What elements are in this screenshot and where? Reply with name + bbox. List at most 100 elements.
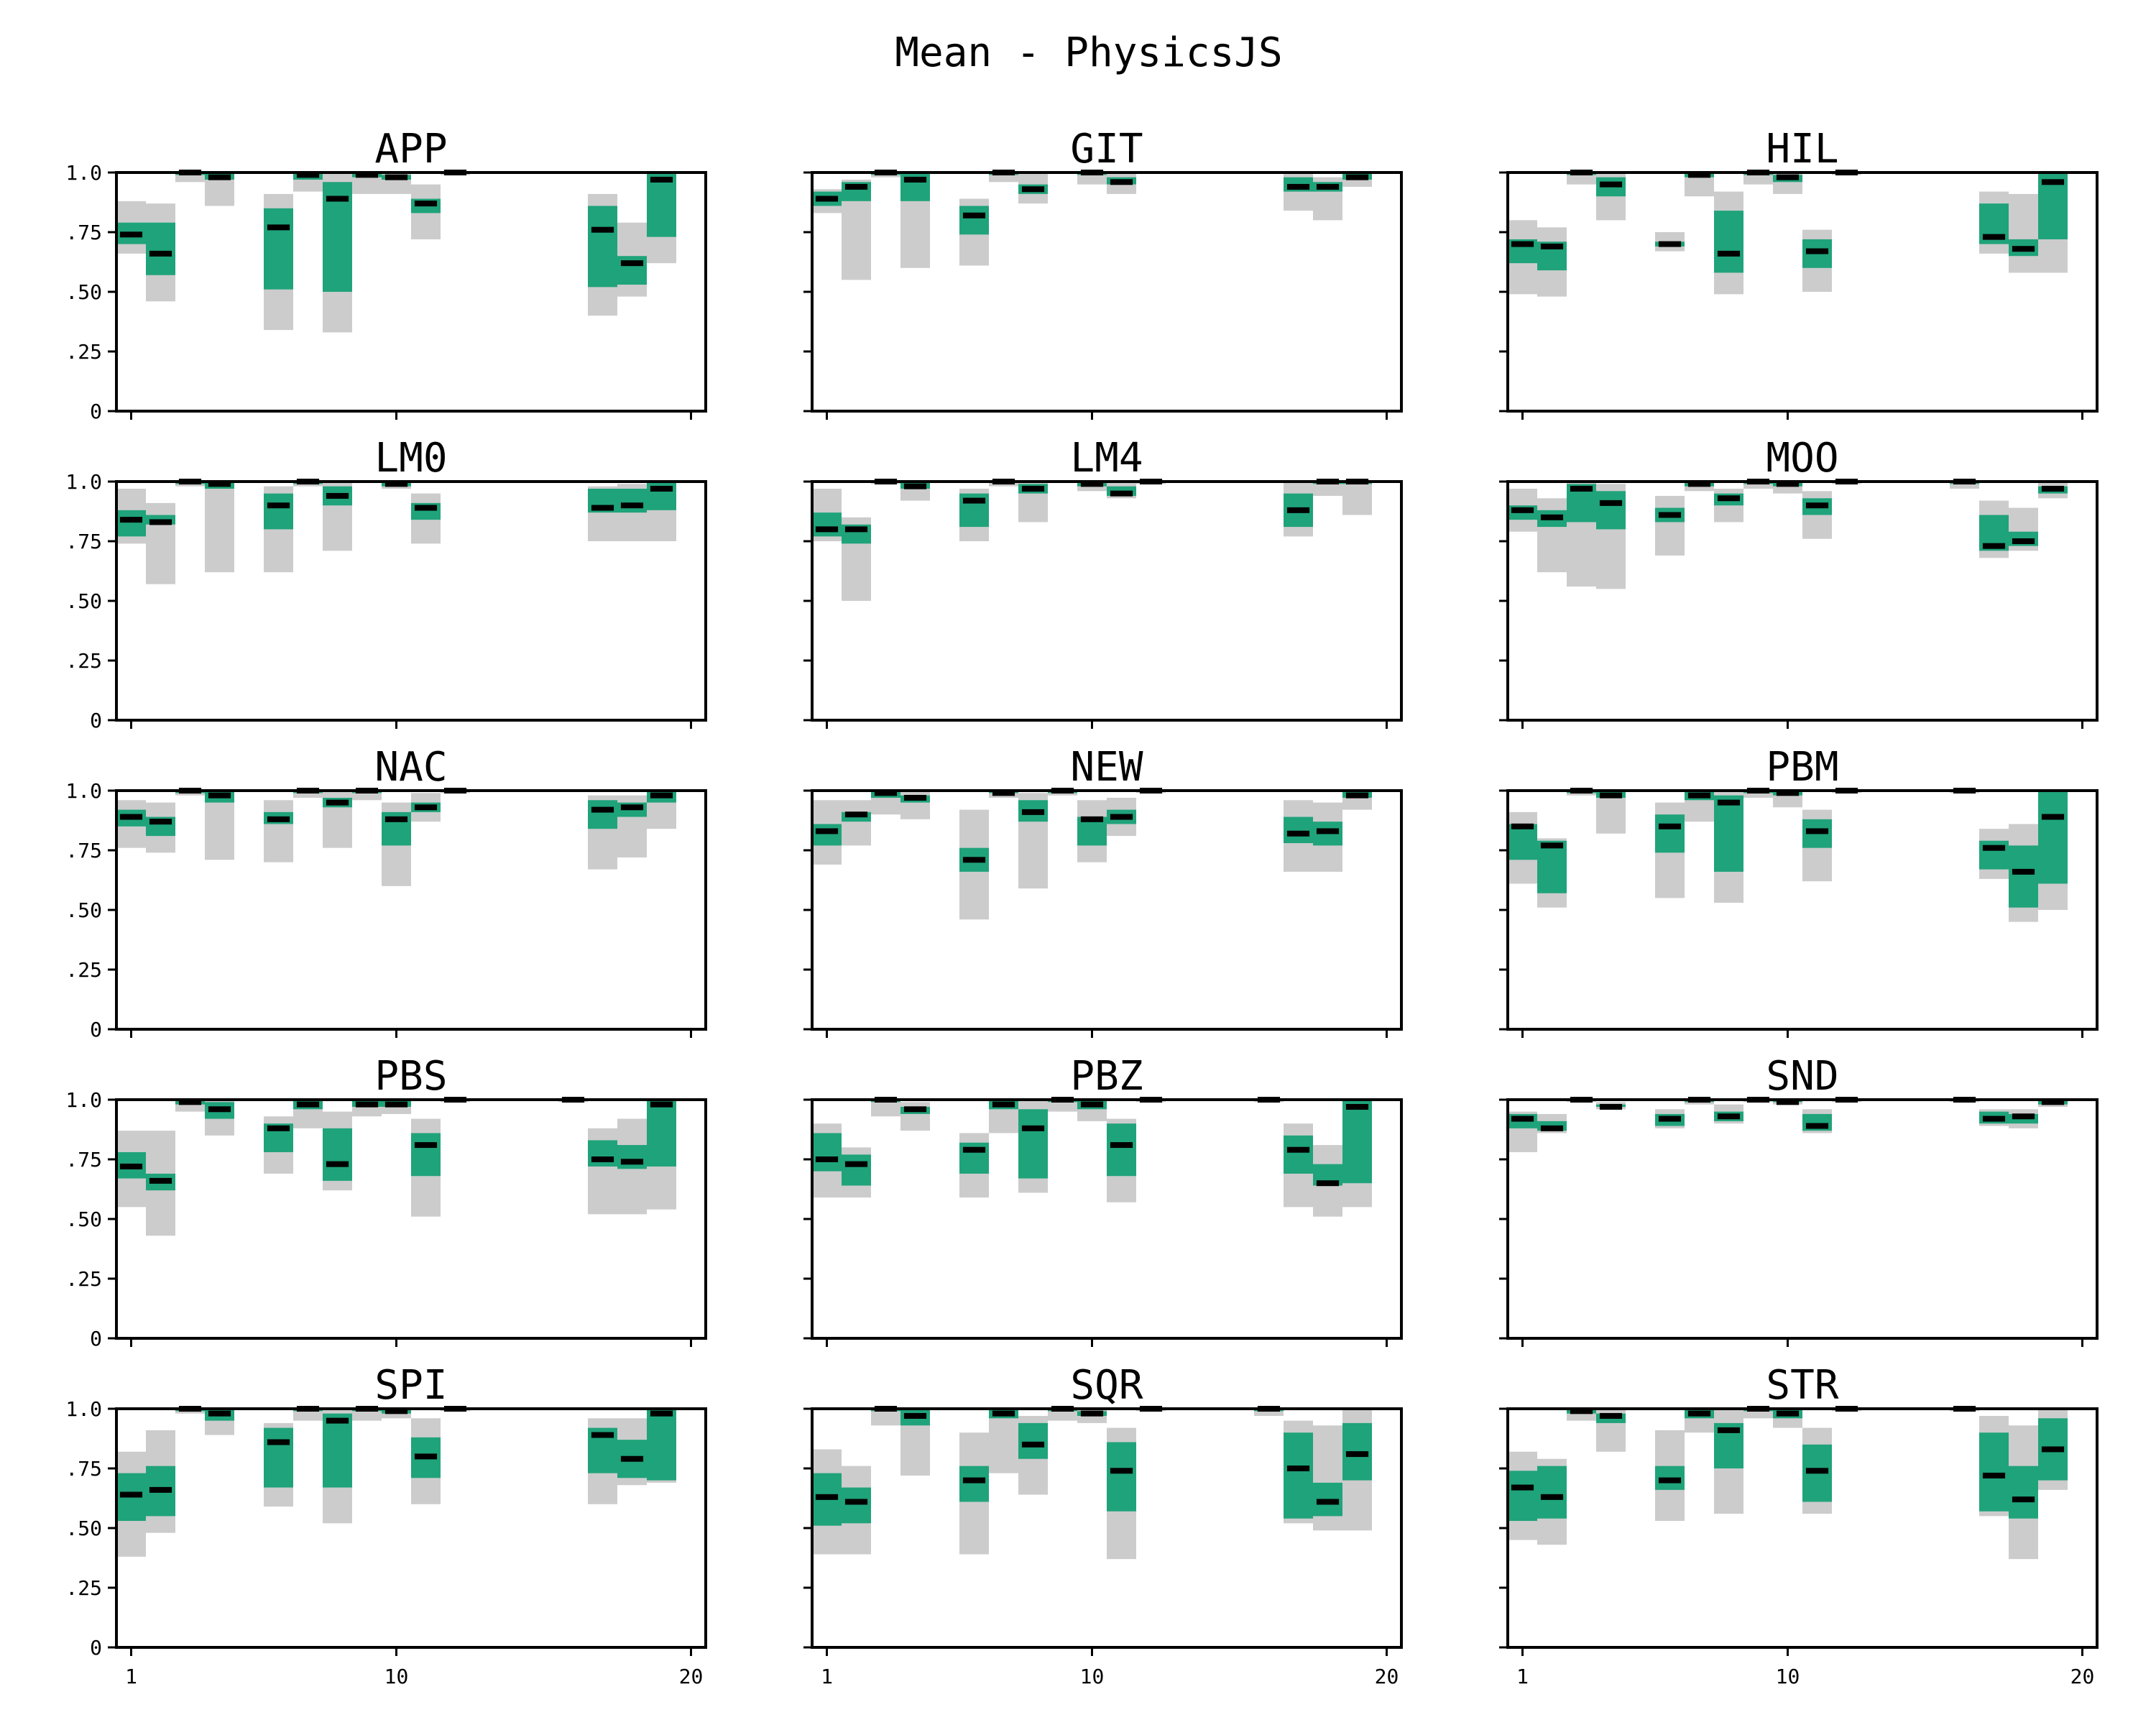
bar-group — [1802, 1427, 1832, 1514]
panel-new: NEW — [803, 744, 1403, 1038]
median-marker — [1776, 174, 1800, 180]
median-marker — [903, 176, 927, 183]
bar-group — [2038, 482, 2068, 499]
median-marker — [1080, 816, 1104, 822]
bar-group — [812, 189, 842, 213]
y-tick-label: 1.0 — [65, 1088, 102, 1112]
median-marker — [384, 174, 408, 180]
bar-group — [900, 1409, 930, 1476]
bar-group — [1107, 1427, 1136, 1560]
bar-group — [1107, 1118, 1136, 1202]
bar-group — [1979, 829, 2009, 879]
bar-group — [411, 493, 441, 544]
median-marker — [1658, 512, 1682, 518]
interquartile-bar — [1979, 1432, 2009, 1512]
median-marker — [1805, 1468, 1829, 1474]
y-tick-label: .25 — [65, 649, 102, 673]
bar-group — [812, 488, 842, 541]
median-marker — [1982, 1472, 2006, 1478]
median-marker — [1080, 481, 1104, 487]
median-marker — [384, 816, 408, 822]
x-tick-label: 10 — [384, 1665, 409, 1688]
panel-title: LM0 — [374, 435, 447, 482]
median-marker — [2012, 246, 2035, 252]
median-marker — [1540, 514, 1564, 520]
bar-group — [1655, 1109, 1685, 1128]
range-bar — [1254, 1409, 1284, 1416]
median-marker — [962, 1477, 986, 1484]
median-marker — [992, 1410, 1015, 1417]
median-marker — [620, 1455, 644, 1462]
panel-app: APP 0 .25 .50 .75 1.0 — [65, 126, 707, 423]
panel-title: PBZ — [1070, 1053, 1143, 1100]
median-marker — [591, 505, 614, 511]
panel-nac: NAC 0 .25 .50 .75 1.0 — [65, 744, 707, 1041]
panel-title: APP — [374, 126, 447, 172]
bar-group — [1107, 797, 1136, 837]
interquartile-bar — [617, 1145, 647, 1169]
median-marker — [119, 231, 143, 238]
interquartile-bar — [842, 1487, 871, 1524]
bar-group — [1537, 1458, 1567, 1545]
range-bar — [1077, 172, 1107, 185]
range-bar — [264, 800, 293, 862]
median-marker — [149, 250, 172, 257]
bar-group — [205, 1409, 234, 1435]
bar-group — [1802, 229, 1832, 292]
panel-moo: MOO — [1499, 435, 2099, 729]
bar-group — [647, 791, 676, 829]
bar-group — [323, 1409, 352, 1524]
bar-group — [647, 482, 676, 541]
median-marker — [1717, 250, 1741, 257]
bar-group — [647, 1100, 676, 1210]
median-marker — [650, 1410, 673, 1417]
bar-group — [1537, 227, 1567, 297]
y-tick-label: .75 — [65, 1148, 102, 1172]
bar-group — [2009, 1425, 2038, 1560]
median-marker — [1540, 1494, 1564, 1500]
median-marker — [591, 1156, 614, 1162]
interquartile-bar — [2009, 845, 2038, 908]
bar-group — [146, 1430, 175, 1533]
bar-group — [2009, 1109, 2038, 1128]
median-marker — [1511, 507, 1534, 513]
median-marker — [2012, 1496, 2035, 1503]
median-marker — [1345, 1103, 1369, 1110]
range-bar — [871, 1409, 900, 1426]
panel-title: SND — [1766, 1053, 1838, 1100]
bar-group — [1596, 172, 1626, 221]
median-marker — [903, 1412, 927, 1419]
interquartile-bar — [588, 800, 617, 829]
range-bar — [1342, 482, 1372, 515]
interquartile-bar — [647, 1100, 676, 1167]
x-tick-label: 1 — [821, 1665, 833, 1688]
interquartile-bar — [588, 1140, 617, 1167]
figure-title: Mean - PhysicsJS — [895, 29, 1282, 76]
median-marker — [2041, 485, 2065, 492]
interquartile-bar — [959, 206, 989, 235]
median-marker — [650, 176, 673, 183]
median-marker — [591, 226, 614, 233]
bar-group — [1342, 791, 1372, 810]
interquartile-bar — [647, 172, 676, 237]
median-marker — [1021, 1125, 1045, 1131]
bar-group — [1773, 172, 1802, 194]
median-marker — [1599, 500, 1623, 506]
bar-group — [871, 790, 900, 815]
bar-group — [1979, 500, 2009, 558]
panel-title: SQR — [1070, 1362, 1143, 1409]
y-tick-label: 1.0 — [65, 779, 102, 803]
bar-group — [352, 1100, 382, 1117]
bar-group — [588, 486, 617, 541]
bar-group — [1342, 172, 1372, 187]
median-marker — [384, 1408, 408, 1414]
median-marker — [1687, 172, 1711, 178]
interquartile-bar — [1284, 816, 1313, 844]
bar-group — [264, 193, 293, 331]
median-marker — [844, 526, 868, 533]
y-tick-label: .50 — [65, 1517, 102, 1540]
median-marker — [1982, 1116, 2006, 1122]
median-marker — [1805, 1123, 1829, 1129]
panel-title: PBS — [374, 1053, 447, 1100]
median-marker — [1687, 481, 1711, 487]
